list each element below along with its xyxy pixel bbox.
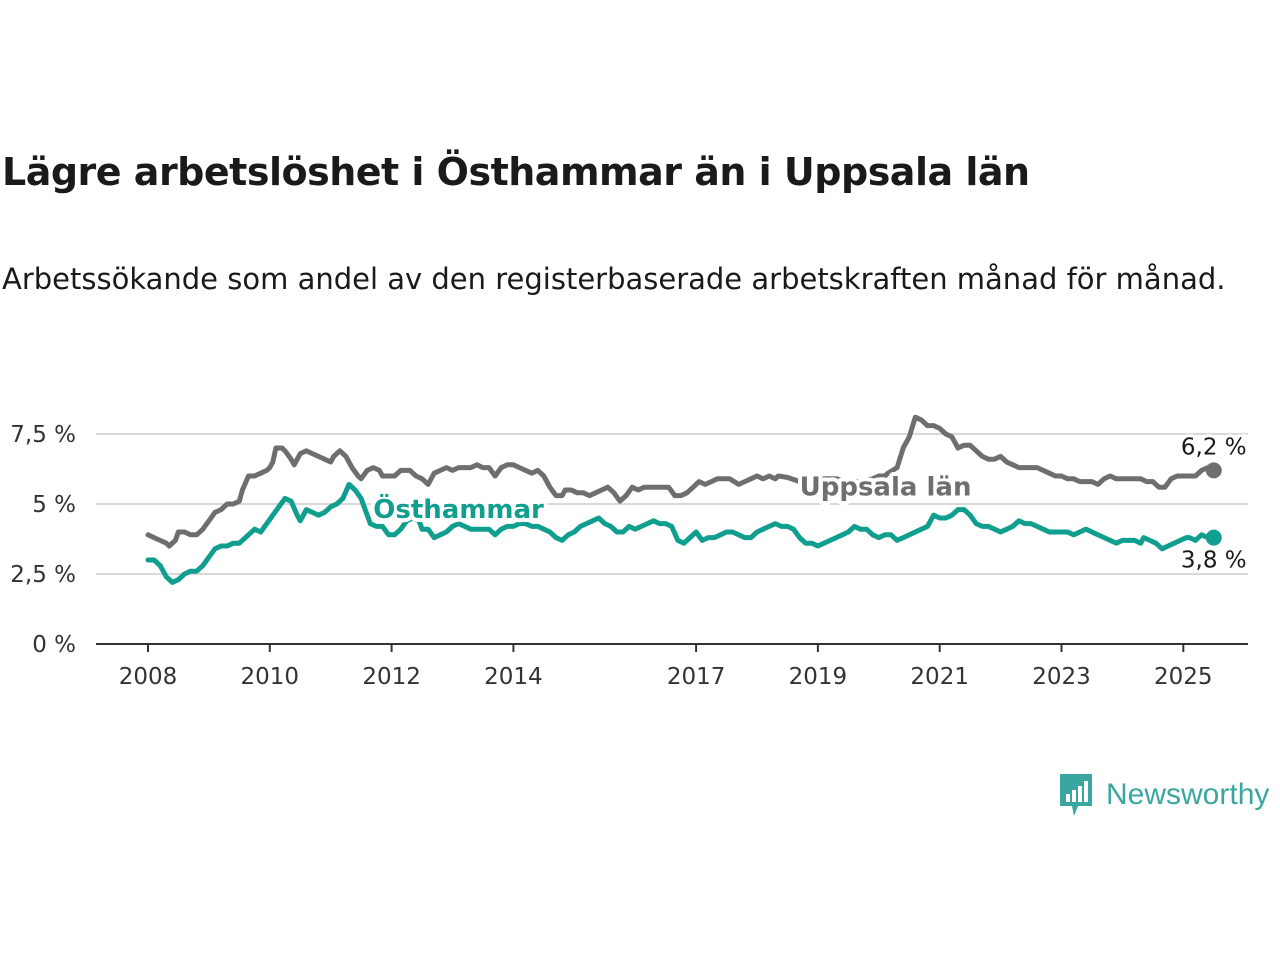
newsworthy-logo-icon <box>1060 774 1092 816</box>
x-tick-label: 2023 <box>1032 664 1091 690</box>
series-line <box>145 414 1217 549</box>
series-end-point <box>1205 529 1222 546</box>
line-chart: 0 % 2,5 % 5 % 7,5 % 2008 2010 2012 2014 2017 2019… <box>10 414 1250 690</box>
x-tick-label: 2025 <box>1154 664 1213 690</box>
y-tick-label: 5 % <box>32 492 76 518</box>
y-tick-label: 0 % <box>32 632 76 658</box>
x-tick-label: 2017 <box>667 664 726 690</box>
series-name-label: Östhammar <box>373 492 544 525</box>
x-tick-label: 2010 <box>241 664 300 690</box>
chart-title: Lägre arbetslöshet i Östhammar än i Upps… <box>2 150 1030 194</box>
axis-layer: 0 % 2,5 % 5 % 7,5 % 2008 2010 2012 2014 2017 2019… <box>10 422 1248 690</box>
series-line <box>145 481 1217 585</box>
series-end-value-label: 3,8 % <box>1181 548 1247 574</box>
x-tick-label: 2021 <box>910 664 969 690</box>
x-tick-label: 2014 <box>484 664 543 690</box>
y-tick-label: 7,5 % <box>10 422 76 448</box>
series-end-point <box>1205 462 1222 479</box>
brand-logo: Newsworthy <box>1058 772 1269 818</box>
label-layer: Uppsala län 6,2 % Östhammar 3,8 % <box>369 431 1249 576</box>
x-tick-label: 2008 <box>119 664 178 690</box>
y-tick-label: 2,5 % <box>10 562 76 588</box>
grid-layer <box>96 433 1248 575</box>
series-name-label: Uppsala län <box>800 473 972 503</box>
x-tick-label: 2012 <box>362 664 421 690</box>
chart-subtitle: Arbetssökande som andel av den registerb… <box>2 262 1226 296</box>
series-end-value-label: 6,2 % <box>1181 434 1247 460</box>
brand-name: Newsworthy <box>1106 778 1270 811</box>
series-layer <box>145 414 1222 585</box>
x-tick-label: 2019 <box>789 664 848 690</box>
